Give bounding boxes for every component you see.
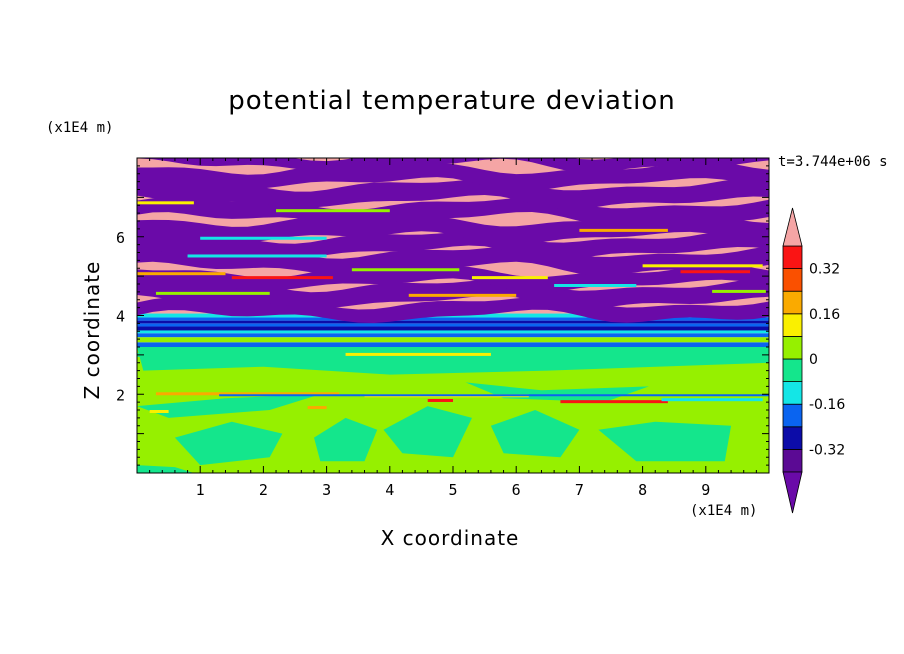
lower-blob [137, 465, 194, 473]
colorbar-bin [782, 381, 803, 405]
colorbar-bin [782, 290, 803, 315]
upper-purple-band [137, 263, 769, 293]
colorbar-label: 0.32 [809, 262, 840, 278]
transition-band [137, 323, 769, 327]
colorbar-extend-top [782, 207, 803, 247]
colorbar-bin [782, 426, 803, 450]
lower-streak [560, 400, 668, 404]
lower-streak [307, 406, 327, 410]
transition-band [137, 317, 769, 321]
upper-streak [471, 276, 548, 280]
chart-title: potential temperature deviation [228, 86, 676, 116]
x-tick-label: 4 [385, 481, 394, 499]
transition-band [137, 342, 769, 347]
upper-streak [554, 284, 637, 287]
upper-streak [276, 209, 390, 213]
upper-purple-band [137, 160, 769, 192]
x-tick-label: 6 [512, 481, 521, 499]
lower-blob [383, 406, 472, 458]
x-tick-label: 9 [701, 481, 710, 499]
upper-streak [231, 276, 333, 280]
transition-band [137, 330, 769, 334]
transition-streak [345, 352, 491, 356]
x-tick-label: 2 [259, 481, 268, 499]
colorbar-bin [782, 335, 803, 360]
upper-purple-band [137, 158, 769, 173]
colorbar-bin [782, 313, 803, 337]
upper-streak [712, 289, 766, 293]
upper-purple-band [137, 229, 769, 260]
upper-purple-band [137, 213, 769, 246]
colorbar-label: -0.16 [809, 397, 845, 413]
x-tick-label: 7 [575, 481, 584, 499]
y-tick-label: 2 [116, 386, 125, 404]
x-tick-label: 1 [196, 481, 205, 499]
upper-streak [155, 291, 270, 295]
upper-streak [642, 264, 763, 268]
colorbar-bin [782, 448, 803, 473]
transition-band [137, 320, 769, 324]
colorbar-label: -0.32 [809, 442, 845, 458]
transition-patch [137, 352, 523, 357]
y-tick-label: 6 [116, 229, 125, 247]
lower-blob [314, 417, 378, 462]
lower-streak [149, 410, 169, 413]
colorbar-extend-bottom [782, 471, 803, 514]
lower-blob [490, 410, 580, 458]
x-tick-label: 5 [448, 481, 457, 499]
upper-streak [187, 254, 327, 258]
transition-band [137, 337, 769, 343]
upper-streak [137, 272, 226, 276]
lower-blob [137, 394, 321, 418]
field-layer [137, 158, 769, 473]
lower-blob [598, 421, 732, 462]
upper-streak [137, 201, 194, 205]
x-tick-label: 3 [322, 481, 331, 499]
axis-ticks: 1 2 3 4 5 6 7 8 9 2 4 6 [116, 158, 770, 499]
upper-streak [408, 293, 517, 297]
x-tick-label: 8 [638, 481, 647, 499]
lower-streak [427, 398, 453, 402]
upper-streak [200, 236, 327, 240]
colorbar-bin [782, 403, 803, 428]
transition-band [137, 326, 769, 331]
colorbar-bin [782, 245, 803, 270]
upper-streak [579, 228, 668, 232]
x-axis-unit: (x1E4 m) [690, 503, 758, 519]
colorbar-bin [782, 268, 803, 292]
y-axis-unit: (x1E4 m) [46, 120, 114, 136]
colorbar-label: 0 [809, 352, 818, 368]
colorbar: 0.32 0.16 0 -0.16 -0.32 [782, 207, 845, 514]
colorbar-bin [782, 358, 803, 383]
lower-streak [155, 392, 340, 396]
upper-purple-band [137, 177, 769, 210]
upper-streak [351, 268, 460, 272]
lower-blue-line [219, 394, 769, 397]
upper-streak [680, 270, 751, 274]
lower-blob [174, 421, 283, 466]
time-label: t=3.744e+06 s [778, 154, 888, 170]
lower-streak [661, 398, 763, 402]
upper-purple-band [137, 245, 769, 276]
transition-band [137, 333, 769, 338]
colorbar-label: 0.16 [809, 307, 840, 323]
y-tick-label: 4 [116, 308, 125, 326]
x-axis-label: X coordinate [380, 526, 520, 550]
